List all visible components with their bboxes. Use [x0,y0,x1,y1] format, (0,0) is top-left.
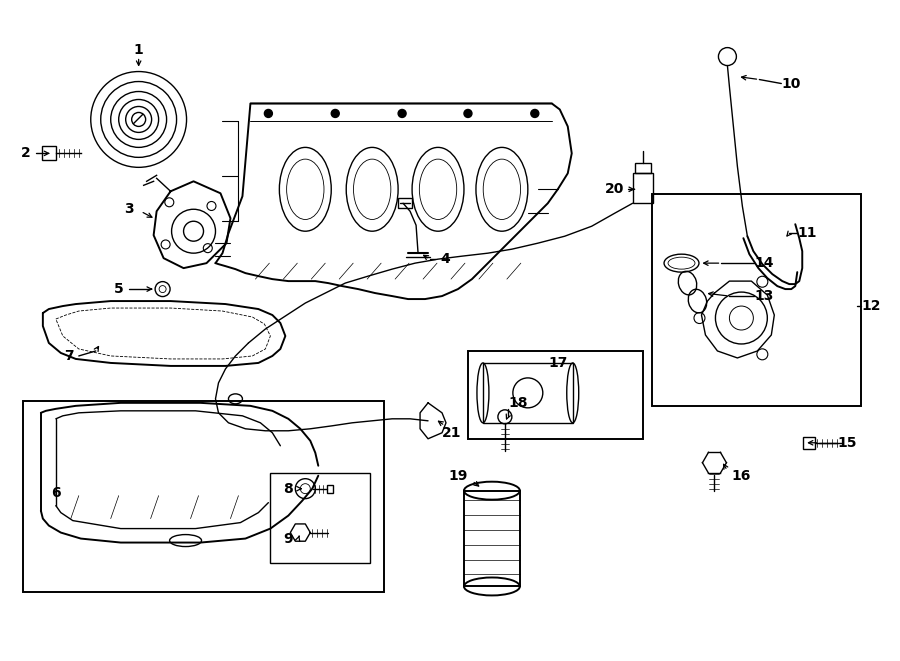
Bar [804,437,815,449]
Circle shape [265,110,273,118]
Text: 21: 21 [442,426,462,440]
Text: 15: 15 [837,436,857,449]
Text: 16: 16 [732,469,752,483]
Text: 10: 10 [781,77,801,91]
Bar [464,490,520,586]
Text: 8: 8 [284,482,293,496]
Bar [328,485,333,492]
Text: 2: 2 [21,146,31,161]
Text: 4: 4 [440,252,450,266]
Text: 19: 19 [448,469,468,483]
Text: 18: 18 [508,396,527,410]
Text: 12: 12 [861,299,881,313]
Text: 9: 9 [284,531,293,545]
Bar [652,194,861,406]
Circle shape [398,110,406,118]
Text: 3: 3 [124,202,133,216]
Text: 14: 14 [754,256,774,270]
Text: 13: 13 [755,289,774,303]
Bar [22,401,384,592]
Text: 1: 1 [134,42,143,57]
Bar [468,351,643,439]
Bar [398,198,412,208]
Bar [270,473,370,563]
Text: 20: 20 [605,182,625,196]
Circle shape [531,110,539,118]
Bar [42,146,56,161]
Text: 5: 5 [113,282,123,296]
Text: 6: 6 [51,486,60,500]
Bar [634,163,651,173]
Circle shape [331,110,339,118]
Bar [633,173,652,204]
Circle shape [464,110,472,118]
Text: 7: 7 [64,349,74,363]
Text: 17: 17 [548,356,568,370]
Text: 11: 11 [797,226,817,240]
Bar [483,363,572,423]
